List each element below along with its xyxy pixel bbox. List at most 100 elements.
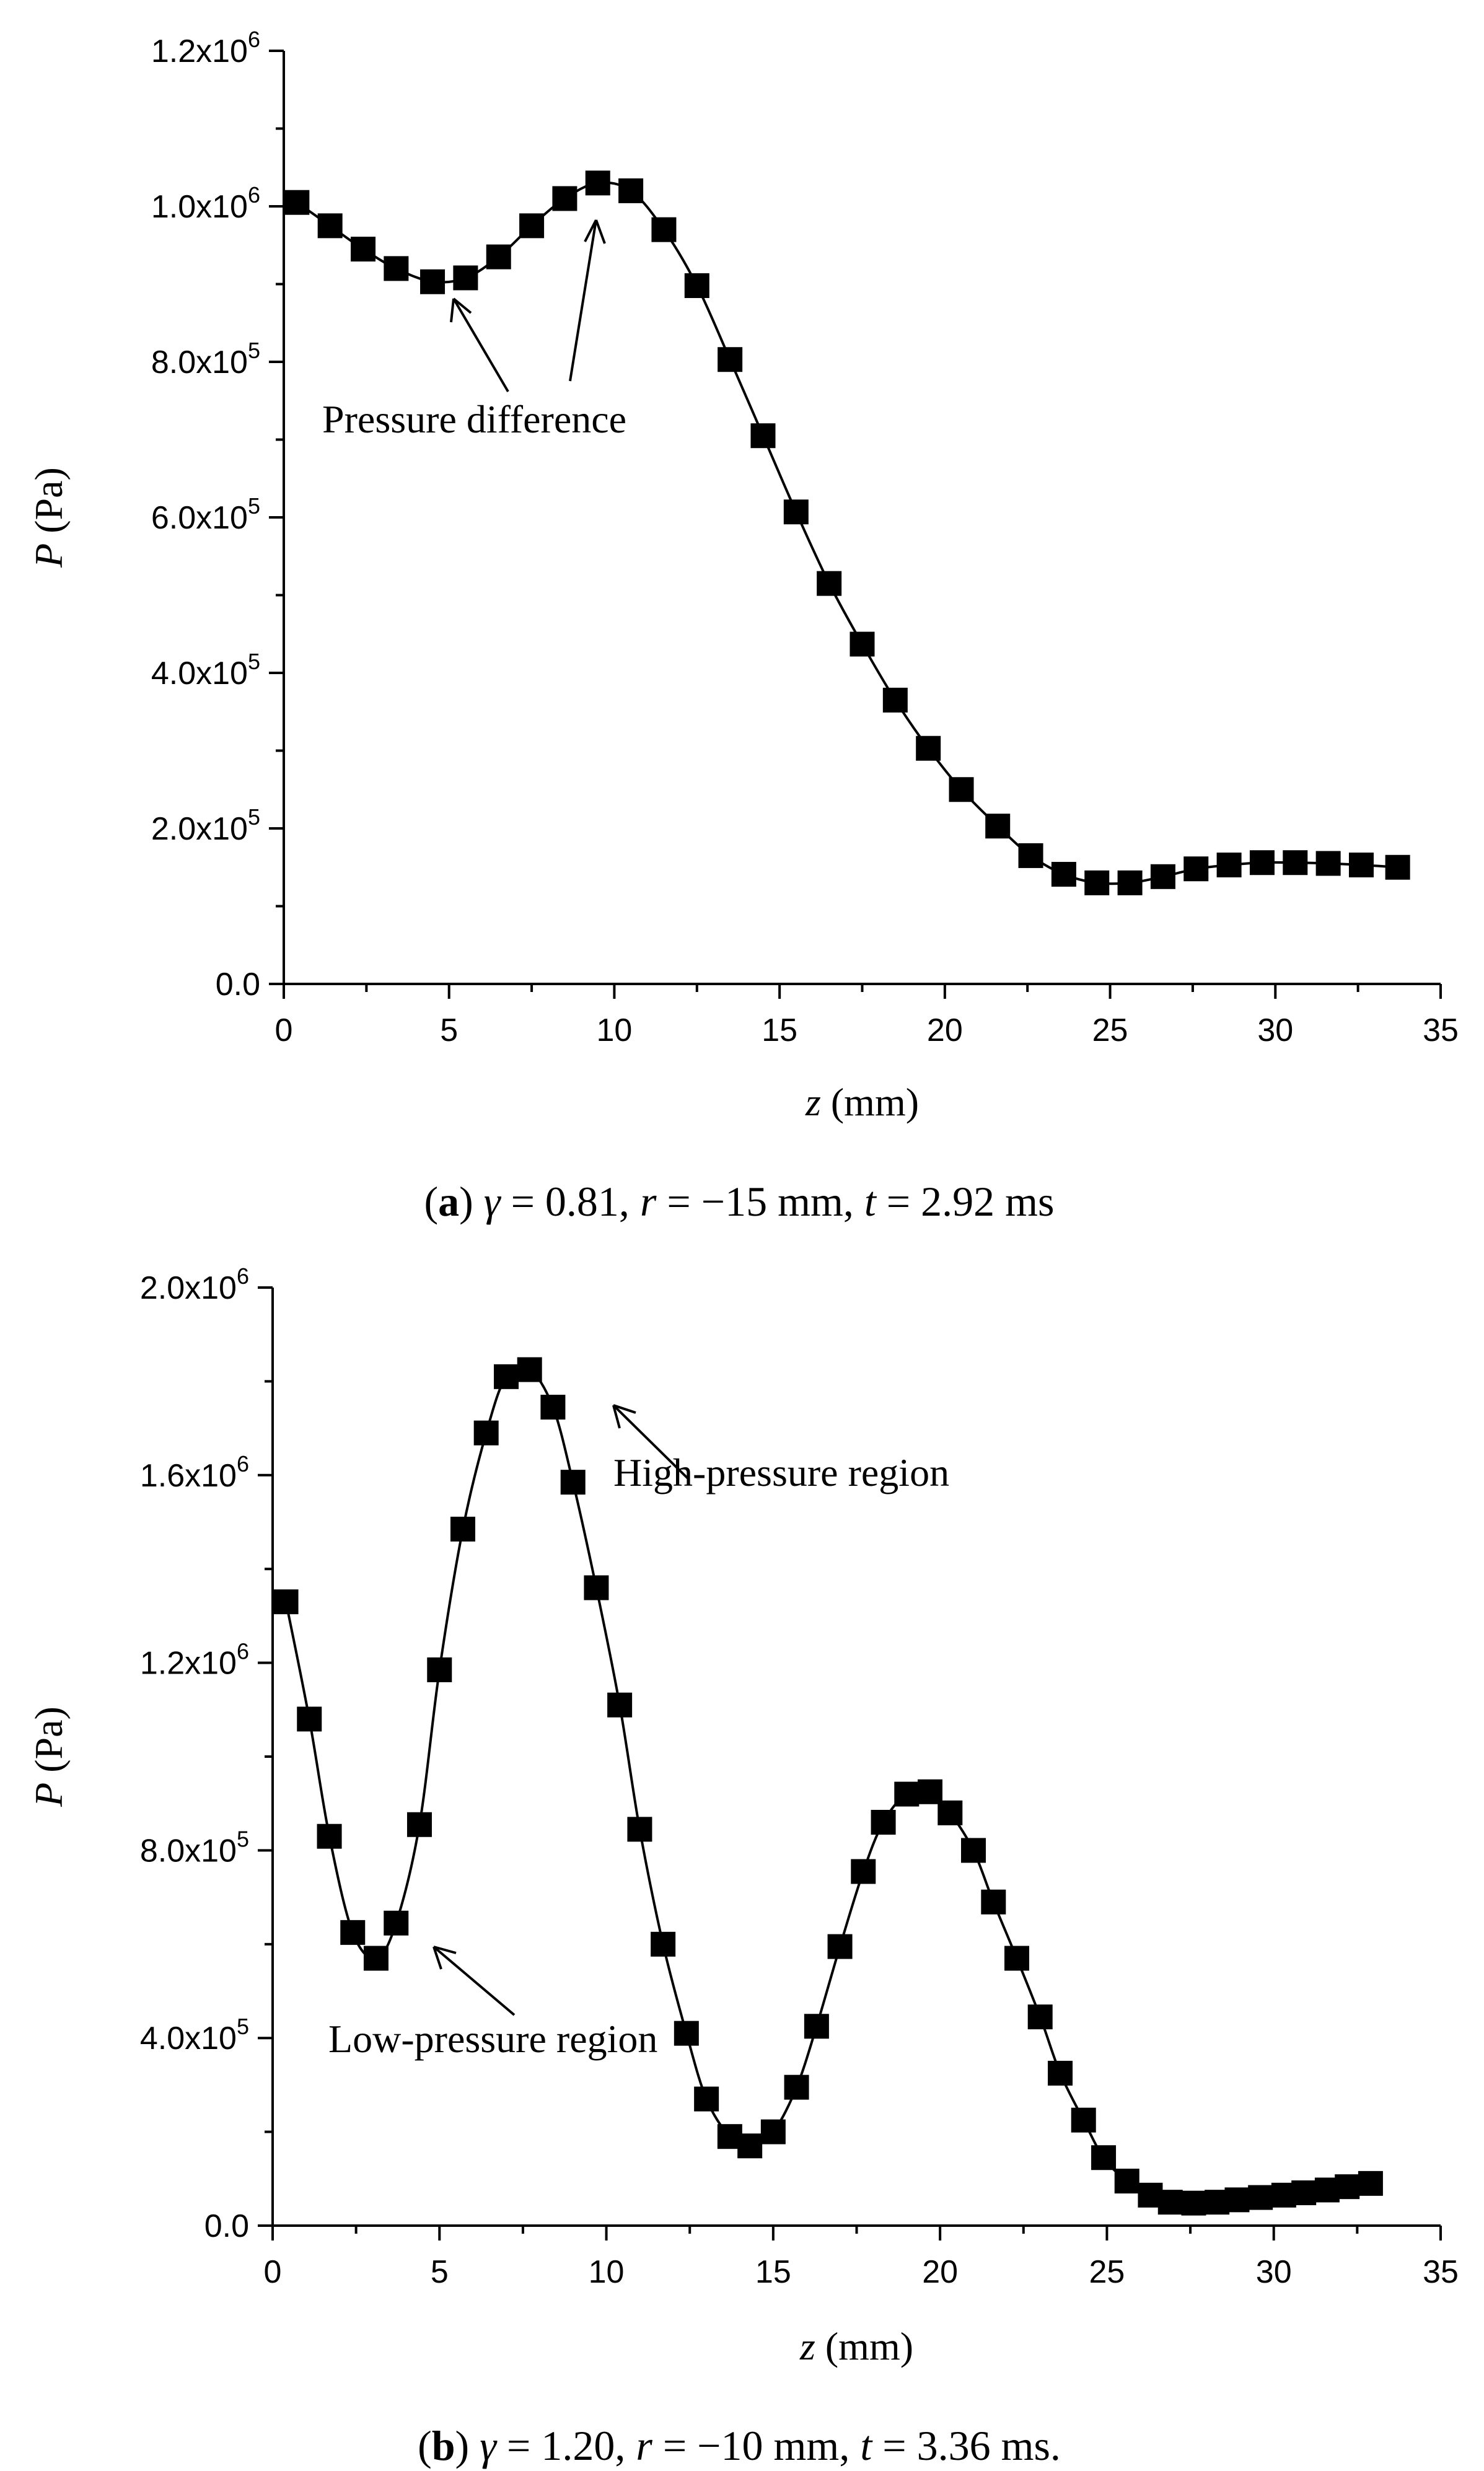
chart-b-data-point	[1358, 2170, 1383, 2196]
chart-a-data-point	[949, 777, 974, 802]
chart-a: 0 5 10 15 20 25 30 35 0.0 2.0x105 4.0x105 6.0x105 8.…	[27, 27, 1459, 1225]
chart-a-caption-t: t	[864, 1178, 877, 1225]
chart-b-data-point	[871, 1809, 896, 1835]
chart-b-data-point	[450, 1516, 475, 1542]
chart-b-x-tick-label: 0	[264, 2254, 282, 2290]
chart-a-data-point	[351, 237, 376, 262]
chart-b-annotation-high-pressure: High-pressure region	[612, 1404, 949, 1494]
chart-a-arrow-right	[569, 219, 597, 382]
chart-b-data-point	[651, 1931, 676, 1957]
chart-a-x-tick-label: 30	[1257, 1012, 1293, 1048]
chart-b-x-tick-label: 20	[922, 2254, 958, 2290]
chart-a-x-axis-title: z (mm)	[805, 1080, 919, 1124]
chart-b-data-point	[406, 1812, 432, 1837]
chart-a-x-tick-label: 5	[440, 1012, 458, 1048]
chart-a-data-point	[783, 499, 809, 525]
chart-b-data-point	[917, 1779, 942, 1804]
chart-b-data-point	[961, 1838, 986, 1863]
chart-a-data-point	[651, 217, 677, 242]
chart-b-data-point	[1181, 2190, 1206, 2216]
chart-b-data-point	[273, 1589, 299, 1615]
chart-a-x-tick-label: 10	[597, 1012, 633, 1048]
chart-a-caption-r-value: = −15 mm,	[656, 1178, 864, 1225]
chart-b-data-point	[1224, 2187, 1250, 2213]
chart-a-data-point	[453, 265, 478, 291]
chart-a-data-point	[284, 190, 310, 215]
chart-a-data-point	[1051, 862, 1076, 887]
chart-b-caption-gamma-value: = 1.20,	[496, 2422, 636, 2469]
chart-a-x-tick-label: 0	[275, 1012, 293, 1048]
chart-b-annotation-high-text: High-pressure region	[613, 1451, 949, 1494]
chart-b-x-tick-label: 5	[431, 2254, 449, 2290]
chart-a-data-point	[817, 571, 842, 596]
chart-a-data-point	[718, 347, 743, 372]
chart-b-arrow-low	[432, 1946, 516, 2016]
chart-a-data-point	[1216, 852, 1242, 877]
chart-a-annotation-text: Pressure difference	[322, 397, 626, 441]
chart-b-caption-gamma: γ	[480, 2422, 498, 2469]
chart-a-data-point	[882, 687, 908, 713]
chart-b: 0 5 10 15 20 25 30 35 0.0 4.0x105 8.0x105 1.2x106 1.…	[27, 1263, 1459, 2469]
chart-b-data-point	[584, 1575, 609, 1600]
chart-b-data-point	[1048, 2060, 1073, 2086]
chart-b-data-point	[851, 1859, 876, 1884]
chart-b-y-tick-label: 0.0	[204, 2208, 249, 2244]
chart-a-x-tick-label: 20	[927, 1012, 963, 1048]
chart-a-y-tick-label: 6.0x105	[151, 493, 260, 536]
chart-b-y-tick-label: 1.6x106	[140, 1451, 249, 1494]
chart-b-data-point	[627, 1817, 652, 1842]
chart-a-data-point	[1315, 851, 1341, 876]
chart-b-data-point	[560, 1470, 586, 1495]
chart-a-y-tick-label: 8.0x105	[151, 338, 260, 380]
chart-b-data-point	[1335, 2174, 1360, 2200]
chart-b-data-point	[981, 1889, 1006, 1915]
chart-b-data-point	[784, 2074, 809, 2100]
chart-b-data-point	[1004, 1946, 1030, 1971]
chart-b-x-axis-title: z (mm)	[799, 2324, 913, 2368]
chart-b-data-point	[1157, 2190, 1183, 2215]
chart-b-caption-t: t	[860, 2422, 873, 2469]
chart-b-data-point	[674, 2021, 699, 2046]
chart-a-data-point	[618, 178, 644, 203]
chart-a-data-point	[850, 631, 875, 657]
chart-a-y-axis-title: P (Pa)	[27, 467, 71, 568]
chart-a-data-point	[1117, 870, 1143, 895]
chart-b-data-point	[694, 2086, 719, 2112]
chart-a-data-point	[486, 244, 511, 270]
chart-b-data-point	[894, 1781, 920, 1807]
chart-b-data-point	[1114, 2169, 1139, 2194]
chart-b-data-point	[760, 2119, 786, 2144]
chart-a-x-tick-label: 25	[1092, 1012, 1128, 1048]
chart-a-y-tick-label: 2.0x105	[151, 804, 260, 847]
chart-b-arrowhead-high	[612, 1404, 636, 1429]
chart-b-x-tick-label: 15	[755, 2254, 791, 2290]
chart-b-caption-t-value: = 3.36 ms.	[872, 2422, 1061, 2469]
chart-b-data-point	[937, 1800, 963, 1825]
chart-a-data-point	[552, 186, 577, 211]
chart-a-data-point	[1283, 850, 1308, 876]
chart-a-caption-r: r	[640, 1178, 657, 1225]
chart-a-data-point	[1385, 854, 1410, 880]
chart-b-plot-area: 0 5 10 15 20 25 30 35 0.0 4.0x105 8.0x105 1.2x106 1.…	[27, 1263, 1459, 2368]
chart-a-caption: (a) γ = 0.81, r = −15 mm, t = 2.92 ms	[424, 1178, 1054, 1225]
chart-b-caption-r-value: = −10 mm,	[652, 2422, 860, 2469]
chart-b-data-point	[827, 1934, 853, 1959]
chart-b-data-point	[384, 1910, 409, 1936]
chart-a-data-point	[1150, 864, 1175, 889]
chart-a-data-point	[420, 269, 446, 294]
chart-a-x-tick-label: 15	[762, 1012, 797, 1048]
chart-b-data-point	[473, 1420, 499, 1446]
chart-b-data-point	[1027, 2004, 1053, 2030]
chart-a-caption-label: a	[438, 1178, 459, 1225]
chart-a-data-point	[585, 170, 610, 196]
chart-a-caption-gamma: γ	[484, 1178, 502, 1225]
chart-b-data-point	[340, 1920, 366, 1945]
chart-a-data-point	[916, 735, 941, 761]
chart-b-data-point	[297, 1706, 322, 1732]
chart-b-caption-r: r	[636, 2422, 652, 2469]
chart-b-data-point	[607, 1692, 633, 1718]
chart-a-plot-area: 0 5 10 15 20 25 30 35 0.0 2.0x105 4.0x105 6.0x105 8.…	[27, 27, 1459, 1124]
chart-b-annotation-low-text: Low-pressure region	[328, 2017, 657, 2061]
chart-a-arrowhead-left	[450, 297, 472, 323]
